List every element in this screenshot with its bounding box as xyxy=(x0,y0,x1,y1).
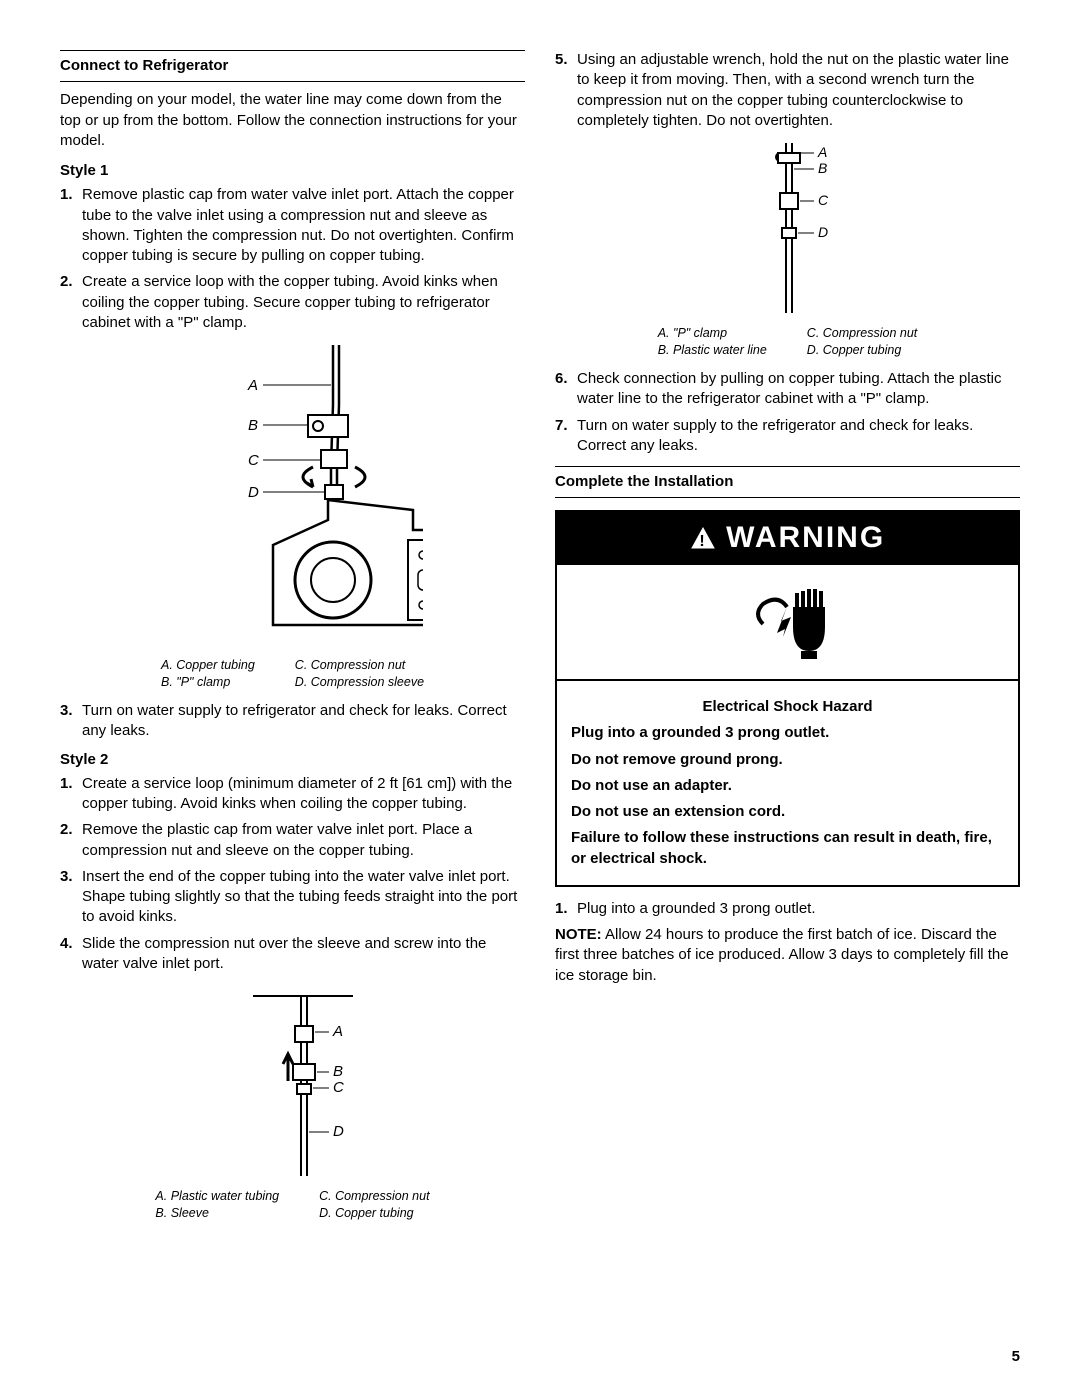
warning-line: Do not use an extension cord. xyxy=(571,802,1004,822)
svg-text:C: C xyxy=(333,1079,344,1096)
note-text: Allow 24 hours to produce the first batc… xyxy=(555,926,1009,984)
step-number: 2. xyxy=(60,272,82,333)
label-a: A xyxy=(247,377,258,394)
legend-item: D. Copper tubing xyxy=(807,342,917,359)
svg-text:D: D xyxy=(333,1123,344,1140)
svg-text:A: A xyxy=(332,1023,343,1040)
electrical-shock-icon xyxy=(743,579,833,659)
right-column: 5.Using an adjustable wrench, hold the n… xyxy=(555,50,1020,1232)
warning-line: Do not remove ground prong. xyxy=(571,750,1004,770)
tubing-diagram-icon: A B C D xyxy=(193,986,393,1176)
step-text: Create a service loop with the copper tu… xyxy=(82,272,525,333)
note-label: NOTE: xyxy=(555,926,602,943)
step-number: 1. xyxy=(555,899,577,919)
svg-text:B: B xyxy=(333,1063,343,1080)
step-number: 1. xyxy=(60,774,82,815)
step-text: Remove the plastic cap from water valve … xyxy=(82,820,525,861)
step-text: Turn on water supply to refrigerator and… xyxy=(82,701,525,742)
list-item: 5.Using an adjustable wrench, hold the n… xyxy=(555,50,1020,131)
style2-list: 1.Create a service loop (minimum diamete… xyxy=(60,774,525,974)
continued-list-2: 6.Check connection by pulling on copper … xyxy=(555,369,1020,456)
list-item: 3.Turn on water supply to refrigerator a… xyxy=(60,701,525,742)
legend-item: C. Compression nut xyxy=(295,657,424,674)
step-number: 2. xyxy=(60,820,82,861)
step-number: 4. xyxy=(60,934,82,975)
svg-text:!: ! xyxy=(699,533,706,550)
list-item: 2.Remove the plastic cap from water valv… xyxy=(60,820,525,861)
list-item: 3.Insert the end of the copper tubing in… xyxy=(60,867,525,928)
list-item: 1.Remove plastic cap from water valve in… xyxy=(60,185,525,266)
warning-line: Do not use an adapter. xyxy=(571,776,1004,796)
style1-list: 1.Remove plastic cap from water valve in… xyxy=(60,185,525,333)
legend-item: B. Plastic water line xyxy=(658,342,767,359)
step-text: Check connection by pulling on copper tu… xyxy=(577,369,1020,410)
list-item: 6.Check connection by pulling on copper … xyxy=(555,369,1020,410)
svg-text:C: C xyxy=(818,192,829,208)
list-item: 1.Create a service loop (minimum diamete… xyxy=(60,774,525,815)
legend-item: C. Compression nut xyxy=(319,1188,429,1205)
legend-item: A. "P" clamp xyxy=(658,325,767,342)
warning-box: ! WARNING Electrical Shock Hazard Plug i… xyxy=(555,510,1020,887)
warning-line: Plug into a grounded 3 prong outlet. xyxy=(571,723,1004,743)
step-text: Insert the end of the copper tubing into… xyxy=(82,867,525,928)
legend-item: D. Copper tubing xyxy=(319,1205,429,1222)
warning-banner: ! WARNING xyxy=(557,512,1018,565)
figure-2: A B C D xyxy=(60,986,525,1182)
valve-diagram-icon: A B C D xyxy=(163,345,423,645)
left-column: Connect to Refrigerator Depending on you… xyxy=(60,50,525,1232)
step-text: Using an adjustable wrench, hold the nut… xyxy=(577,50,1020,131)
step-text: Create a service loop (minimum diameter … xyxy=(82,774,525,815)
legend-item: B. "P" clamp xyxy=(161,674,255,691)
list-item: 4.Slide the compression nut over the sle… xyxy=(60,934,525,975)
figure2-legend: A. Plastic water tubing B. Sleeve C. Com… xyxy=(60,1188,525,1222)
style1-heading: Style 1 xyxy=(60,161,525,181)
step-number: 3. xyxy=(60,701,82,742)
warning-triangle-icon: ! xyxy=(690,526,716,550)
label-b: B xyxy=(248,417,258,434)
step-text: Turn on water supply to the refrigerator… xyxy=(577,416,1020,457)
list-item: 2.Create a service loop with the copper … xyxy=(60,272,525,333)
svg-text:B: B xyxy=(818,160,827,176)
legend-item: A. Copper tubing xyxy=(161,657,255,674)
step-text: Plug into a grounded 3 prong outlet. xyxy=(577,899,1020,919)
style1-list-cont: 3.Turn on water supply to refrigerator a… xyxy=(60,701,525,742)
list-item: 1.Plug into a grounded 3 prong outlet. xyxy=(555,899,1020,919)
label-c: C xyxy=(248,452,259,469)
step-number: 1. xyxy=(60,185,82,266)
note-paragraph: NOTE: Allow 24 hours to produce the firs… xyxy=(555,925,1020,986)
warning-body: Electrical Shock Hazard Plug into a grou… xyxy=(557,681,1018,885)
list-item: 7.Turn on water supply to the refrigerat… xyxy=(555,416,1020,457)
legend-item: B. Sleeve xyxy=(155,1205,279,1222)
svg-text:D: D xyxy=(818,224,828,240)
svg-text:A: A xyxy=(817,144,827,160)
step-text: Remove plastic cap from water valve inle… xyxy=(82,185,525,266)
label-d: D xyxy=(248,484,259,501)
warning-title: WARNING xyxy=(726,521,885,554)
step-number: 7. xyxy=(555,416,577,457)
complete-heading: Complete the Installation xyxy=(555,466,1020,498)
intro-text: Depending on your model, the water line … xyxy=(60,90,525,151)
final-list: 1.Plug into a grounded 3 prong outlet. xyxy=(555,899,1020,919)
legend-item: D. Compression sleeve xyxy=(295,674,424,691)
connection-diagram-icon: A B C D xyxy=(698,143,878,313)
figure1-legend: A. Copper tubing B. "P" clamp C. Compres… xyxy=(60,657,525,691)
figure3-legend: A. "P" clamp B. Plastic water line C. Co… xyxy=(555,325,1020,359)
shock-icon-container xyxy=(557,565,1018,681)
two-column-layout: Connect to Refrigerator Depending on you… xyxy=(60,50,1020,1232)
legend-item: C. Compression nut xyxy=(807,325,917,342)
step-number: 6. xyxy=(555,369,577,410)
page-number: 5 xyxy=(1012,1347,1020,1367)
step-number: 5. xyxy=(555,50,577,131)
legend-item: A. Plastic water tubing xyxy=(155,1188,279,1205)
style2-heading: Style 2 xyxy=(60,750,525,770)
connect-heading: Connect to Refrigerator xyxy=(60,50,525,82)
continued-list: 5.Using an adjustable wrench, hold the n… xyxy=(555,50,1020,131)
warning-line: Failure to follow these instructions can… xyxy=(571,828,1004,869)
step-number: 3. xyxy=(60,867,82,928)
warning-line: Electrical Shock Hazard xyxy=(571,697,1004,717)
step-text: Slide the compression nut over the sleev… xyxy=(82,934,525,975)
figure-1: A B C D xyxy=(60,345,525,651)
figure-3: A B C D xyxy=(555,143,1020,319)
